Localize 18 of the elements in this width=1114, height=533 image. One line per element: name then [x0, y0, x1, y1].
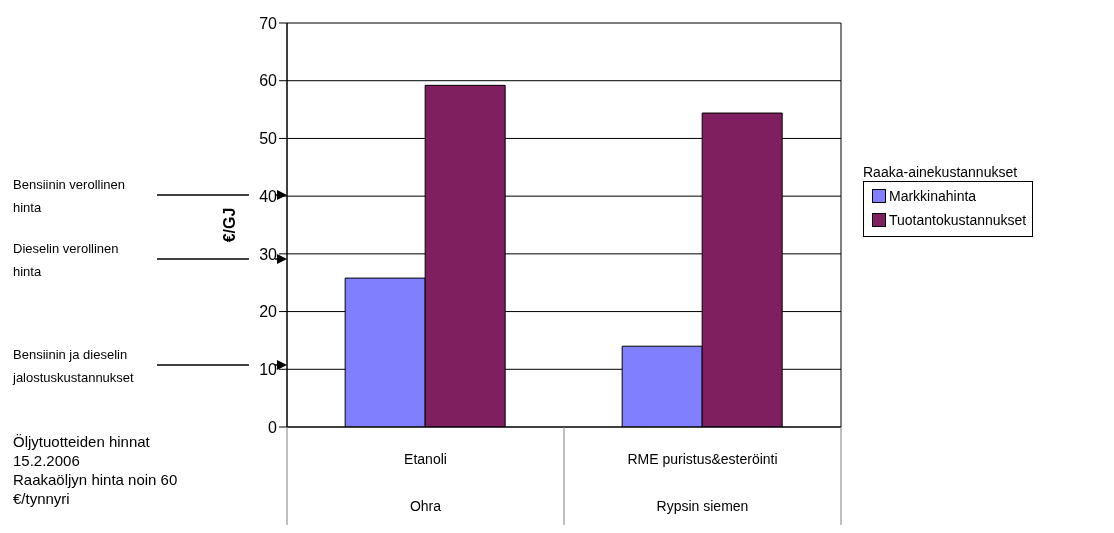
y-tick-label: 0 [268, 418, 278, 436]
text: Bensiinin ja dieselin jalostuskustannukset [12, 347, 135, 385]
y-tick-label: 20 [259, 303, 278, 321]
notes: Öljytuotteiden hinnat 15.2.2006 Raakaöljyn hinta noin 60 €/tynnyri [13, 432, 179, 508]
legend-label: Tuotantokustannukset [889, 212, 1027, 228]
y-tick-label: 10 [259, 360, 278, 378]
y-tick-label: 40 [259, 187, 278, 205]
y-tick-label: 30 [259, 245, 278, 263]
category-label: RME puristus&esteröinti Rypsin siemen [627, 451, 778, 514]
y-tick-label: 70 [259, 14, 278, 32]
legend-title: Raaka-ainekustannukset [863, 164, 1019, 180]
y-axis-title: €/GJ [220, 207, 238, 243]
y-tick-label: 50 [259, 130, 278, 148]
text: Dieselin verollinen hinta [13, 241, 119, 279]
text: Bensiinin verollinen hinta [13, 177, 126, 215]
legend-label: Markkinahinta [889, 188, 977, 204]
y-tick-label: 60 [259, 72, 278, 90]
category-label: Etanoli Ohra [404, 451, 447, 514]
